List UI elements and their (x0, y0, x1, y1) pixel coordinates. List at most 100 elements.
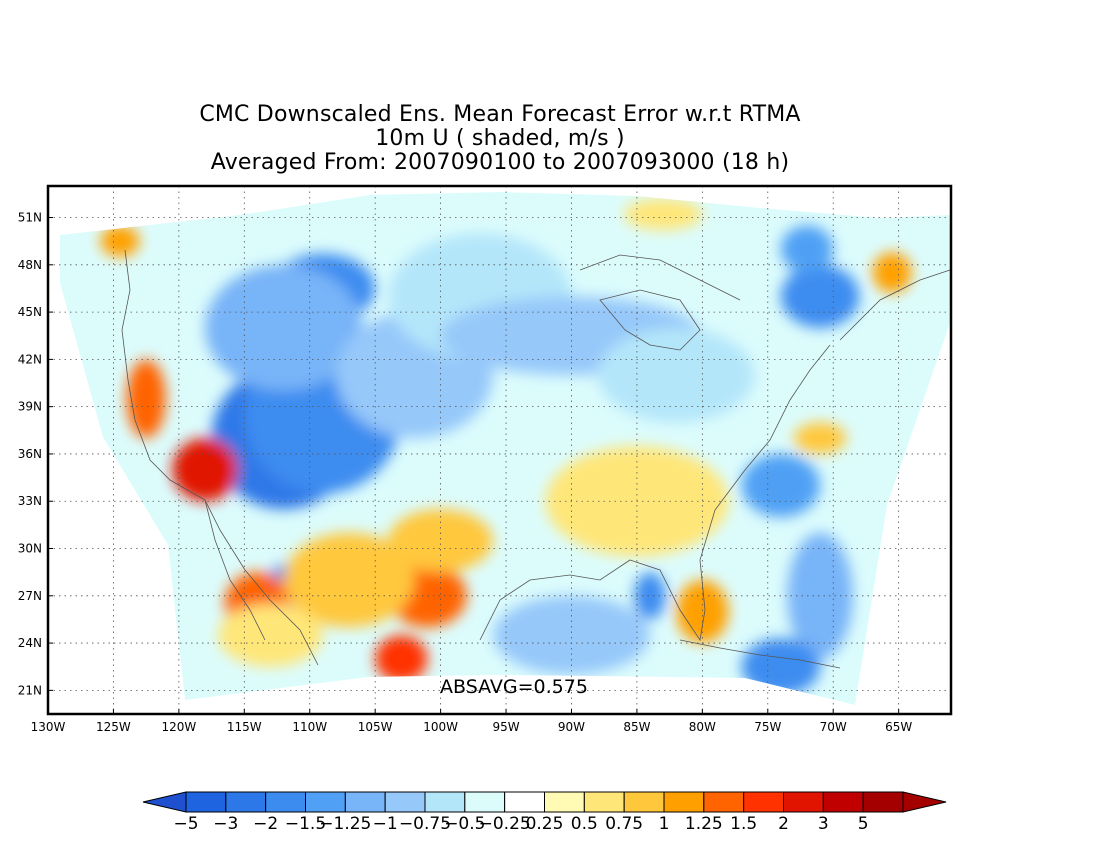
caribbean-coastline (679, 639, 841, 669)
field-blob (100, 225, 140, 257)
lat-label: 24N (18, 636, 42, 650)
colorbar-label: 5 (858, 814, 869, 834)
field-blob (623, 198, 703, 231)
lon-label: 70W (820, 720, 847, 734)
absavg-label: ABSAVG=0.575 (440, 676, 588, 698)
gulf-atlantic-coastline (479, 344, 831, 642)
coastlines (121, 249, 951, 669)
lat-label: 42N (18, 352, 42, 366)
colorbar-label: −0.25 (479, 814, 531, 834)
colorbar-label: −5 (173, 814, 198, 834)
lon-label: 110W (292, 720, 327, 734)
colorbar-swatch (185, 791, 227, 813)
colorbar-swatch (344, 791, 386, 813)
colorbar-label: −0.75 (399, 814, 451, 834)
field-blob (375, 635, 428, 683)
field-blob (872, 252, 912, 294)
lon-label: 85W (623, 720, 650, 734)
lon-label: 75W (754, 720, 781, 734)
lon-label: 120W (161, 720, 196, 734)
colorbar-label: 1.25 (685, 814, 723, 834)
baja-coastline (204, 499, 266, 641)
colorbar-label: −0.5 (444, 814, 485, 834)
title-line-3: Averaged From: 2007090100 to 2007093000 … (210, 150, 790, 175)
colorbar-label: −1.25 (319, 814, 371, 834)
colorbar-label: −1.5 (285, 814, 326, 834)
lat-label: 48N (18, 258, 42, 272)
colorbar-swatch (623, 791, 665, 813)
colorbar-label: −2 (253, 814, 278, 834)
colorbar-swatch (862, 791, 904, 813)
colorbar-label: 0.25 (526, 814, 564, 834)
field-blob (388, 509, 493, 573)
colorbar-label: 2 (778, 814, 789, 834)
colorbar-swatch (663, 791, 705, 813)
colorbar-arrow-left (142, 791, 187, 813)
lon-label: 115W (227, 720, 262, 734)
lon-label: 80W (689, 720, 716, 734)
colorbar-swatch (424, 791, 466, 813)
colorbar-swatch (822, 791, 864, 813)
lon-label: 105W (358, 720, 393, 734)
lon-label: 90W (558, 720, 585, 734)
great-lakes-outline (599, 289, 701, 351)
field-blob (793, 422, 847, 454)
lat-label: 27N (18, 589, 42, 603)
field-blob (218, 603, 323, 667)
colorbar-swatch (544, 791, 585, 813)
lat-label: 21N (18, 683, 42, 697)
field-blob (126, 359, 166, 439)
field-blob (676, 580, 729, 644)
lat-label: 36N (18, 447, 42, 461)
latitude-labels: 21N 24N 27N 30N 33N 36N 39N 42N 45N 48N 51N (18, 211, 42, 698)
lat-label: 45N (18, 305, 42, 319)
lon-label: 130W (31, 720, 66, 734)
colorbar-swatch (703, 791, 745, 813)
field-blob (492, 595, 650, 675)
colorbar-label: 3 (818, 814, 829, 834)
field-blob (597, 327, 755, 423)
field-blob (172, 438, 238, 502)
colorbar-swatch (583, 791, 625, 813)
lat-label: 30N (18, 542, 42, 556)
title-line-2: 10m U ( shaded, m/s ) (375, 126, 625, 151)
lon-label: 95W (492, 720, 519, 734)
field-blob (634, 572, 666, 620)
longitude-labels: 130W 125W 120W 115W 110W 105W 100W 95W 90W 85W 80W… (31, 720, 913, 734)
colorbar-swatch (743, 791, 785, 813)
canada-lakes-outline (579, 254, 741, 301)
lat-label: 51N (18, 211, 42, 225)
map-frame (46, 184, 953, 716)
colorbar-arrow-right (902, 791, 947, 813)
lon-label: 100W (423, 720, 458, 734)
colorbar-swatch (265, 791, 306, 813)
colorbar-swatch (504, 791, 545, 813)
pacific-coastline (121, 249, 319, 666)
lat-label: 39N (18, 400, 42, 414)
lat-label: 33N (18, 494, 42, 508)
title-line-1: CMC Downscaled Ens. Mean Forecast Error … (199, 102, 801, 127)
field-blob (741, 453, 821, 517)
map-grid (47, 186, 951, 714)
colorbar-label: −1 (373, 814, 398, 834)
colorbar-label: 1.5 (730, 814, 757, 834)
colorbar-swatch (464, 791, 506, 813)
colorbar: −5 −3 −2 −1.5−1.25 −1 −0.75−0.5−0.250.25 0.5 0.… (142, 791, 947, 834)
lon-label: 125W (96, 720, 131, 734)
lon-label: 65W (885, 720, 912, 734)
colorbar-label: 0.5 (571, 814, 598, 834)
colorbar-label: 0.75 (605, 814, 643, 834)
field-blob (787, 532, 853, 659)
field-blob (780, 225, 834, 273)
colorbar-label: 1 (659, 814, 670, 834)
colorbar-label: −3 (213, 814, 238, 834)
maritime-coastline (839, 269, 951, 341)
field-blob (283, 532, 415, 628)
field-blob (741, 638, 821, 696)
field-blob (780, 264, 860, 328)
colorbar-swatch (783, 791, 824, 813)
colorbar-swatch (384, 791, 426, 813)
colorbar-swatch (225, 791, 267, 813)
colorbar-swatch (305, 791, 346, 813)
